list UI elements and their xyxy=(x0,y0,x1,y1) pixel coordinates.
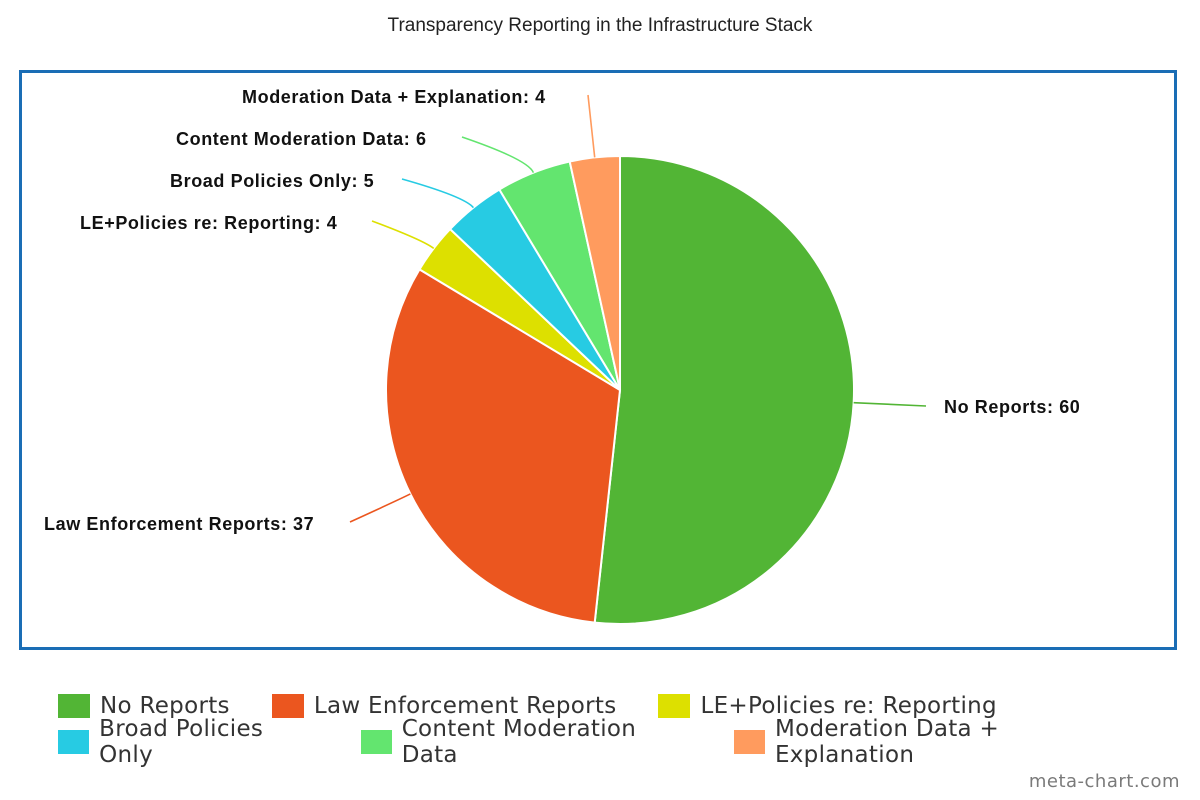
slice-data-label-4: Broad Policies Only: 5 xyxy=(170,171,374,191)
legend-item[interactable]: Moderation Data + Explanation xyxy=(733,716,1136,768)
leader-line-1 xyxy=(853,401,927,407)
plot-frame xyxy=(19,70,1177,650)
legend-swatch xyxy=(58,730,90,754)
leader-lines xyxy=(349,94,927,523)
pie-chart: No Reports: 60 Law Enforcement Reports: 3… xyxy=(44,87,1080,625)
legend: No Reports Law Enforcement Reports LE+Poli… xyxy=(58,688,1178,768)
legend-label: No Reports xyxy=(100,693,230,719)
legend-label: Broad Policies Only xyxy=(99,716,264,768)
legend-row-1: No Reports Law Enforcement Reports LE+Poli… xyxy=(58,688,1178,724)
pie-slice-6[interactable] xyxy=(568,154,621,391)
leader-line-3 xyxy=(371,220,435,250)
pie-slice-2[interactable] xyxy=(384,267,622,624)
legend-label: Moderation Data + Explanation xyxy=(774,716,1000,768)
legend-item[interactable]: Content Moderation Data xyxy=(360,716,692,768)
legend-swatch xyxy=(360,730,392,754)
chart-title: Transparency Reporting in the Infrastruc… xyxy=(387,15,813,36)
credit-watermark: meta-chart.com xyxy=(1028,771,1180,792)
legend-item[interactable]: No Reports xyxy=(58,693,230,719)
legend-swatch xyxy=(733,730,765,754)
legend-label: LE+Policies re: Reporting xyxy=(700,693,997,719)
leader-line-4 xyxy=(401,178,475,209)
legend-swatch xyxy=(271,694,304,718)
legend-swatch xyxy=(658,694,691,718)
leader-line-5 xyxy=(461,136,535,174)
leader-line-2 xyxy=(349,493,411,523)
pie-slices xyxy=(384,154,856,625)
pie-slice-1[interactable] xyxy=(593,154,856,625)
slice-labels: No Reports: 60 Law Enforcement Reports: 3… xyxy=(44,87,1080,534)
legend-item[interactable]: LE+Policies re: Reporting xyxy=(658,693,997,719)
legend-row-2: Broad Policies Only Content Moderation Da… xyxy=(58,716,1178,768)
slice-data-label-3: LE+Policies re: Reporting: 4 xyxy=(80,213,337,233)
leader-line-6 xyxy=(587,94,596,158)
legend-label: Law Enforcement Reports xyxy=(313,693,617,719)
slice-data-label-6: Moderation Data + Explanation: 4 xyxy=(242,87,546,107)
slice-data-label-5: Content Moderation Data: 6 xyxy=(176,129,427,149)
slice-data-label-2: Law Enforcement Reports: 37 xyxy=(44,514,314,534)
legend-item[interactable]: Broad Policies Only xyxy=(58,716,319,768)
legend-item[interactable]: Law Enforcement Reports xyxy=(271,693,617,719)
slice-data-label-1: No Reports: 60 xyxy=(944,397,1080,417)
legend-label: Content Moderation Data xyxy=(401,716,637,768)
legend-swatch xyxy=(58,694,90,718)
